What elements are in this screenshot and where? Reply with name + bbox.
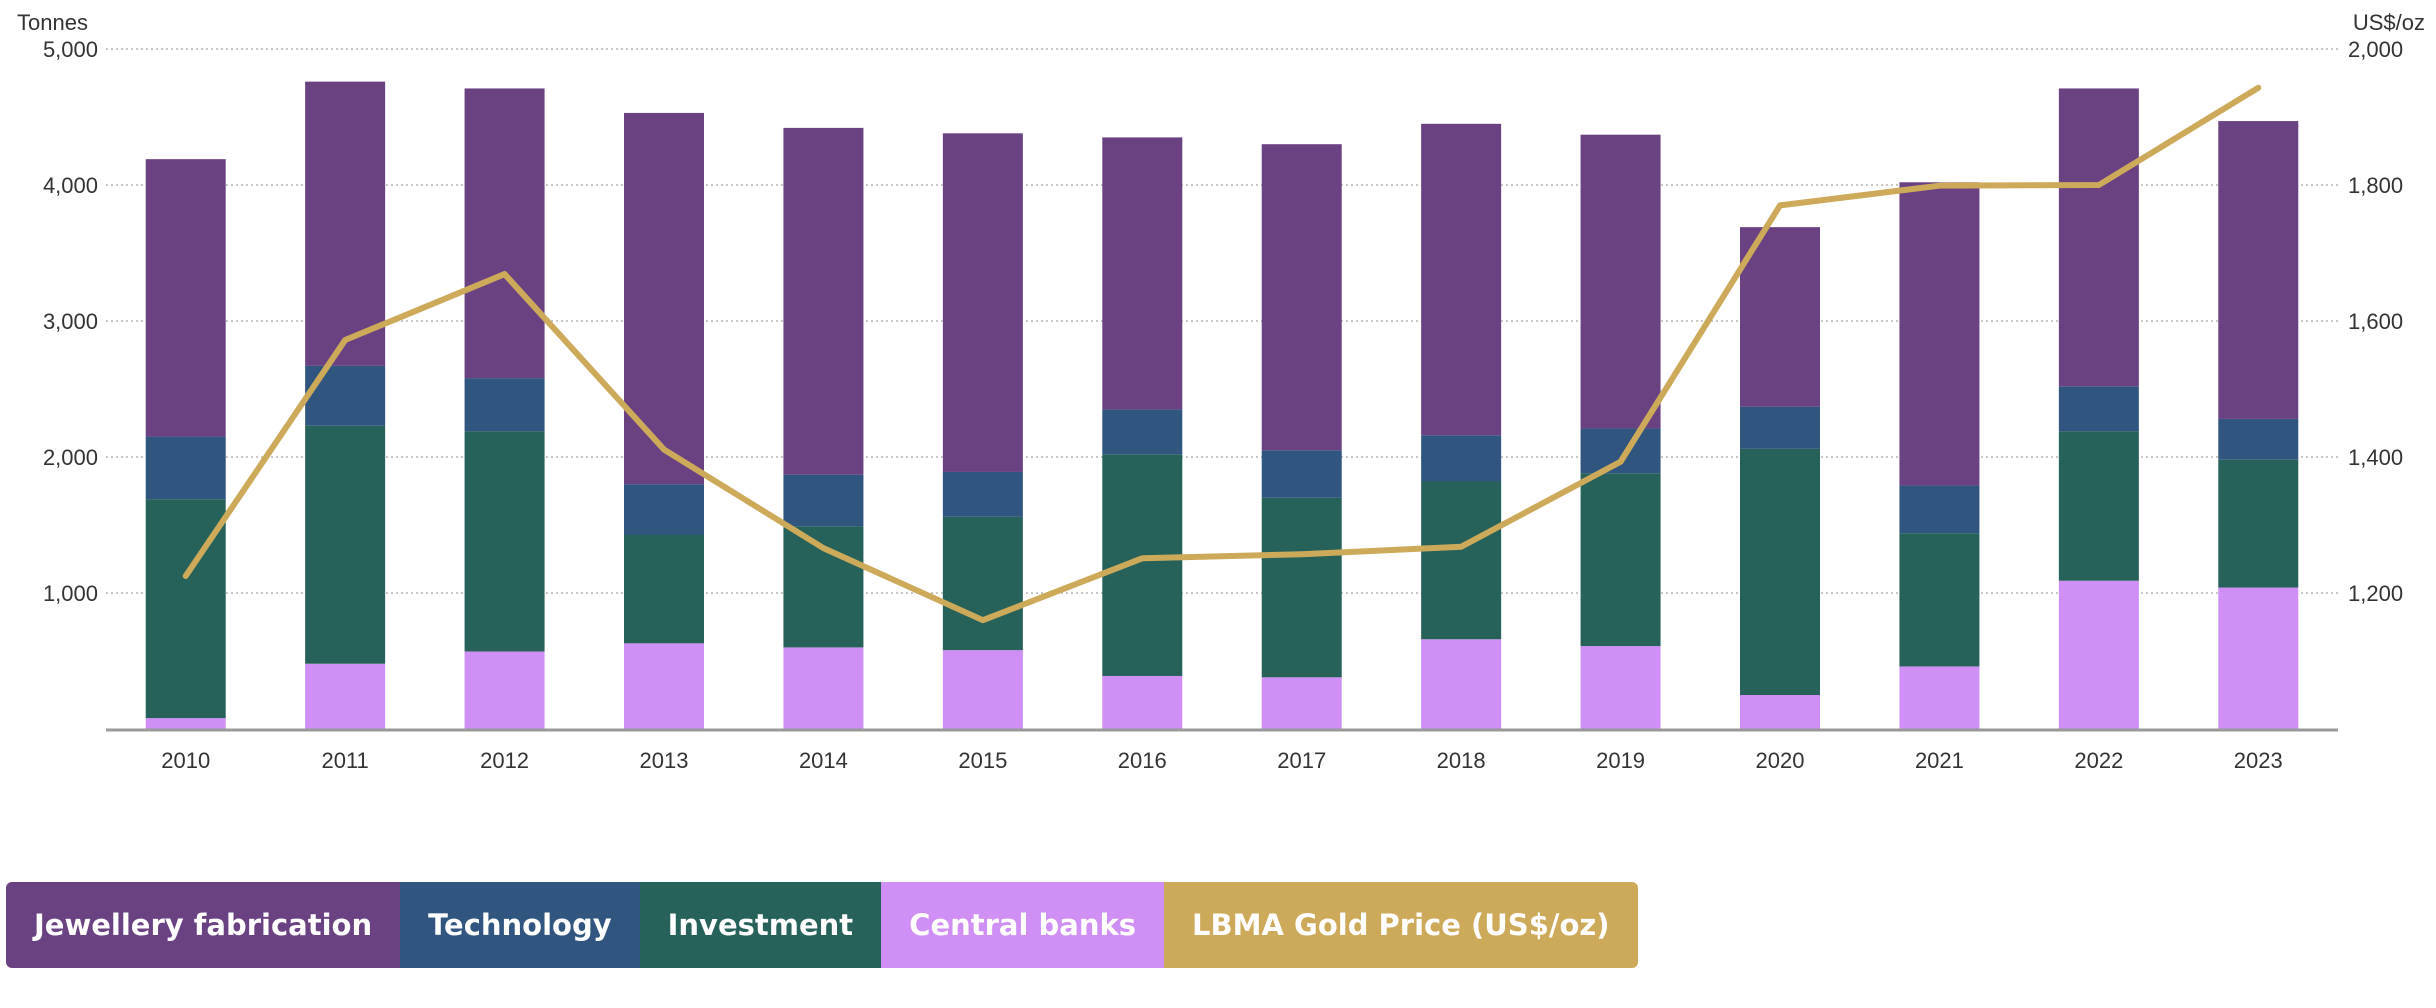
- bar-jewellery-fabrication[interactable]: [464, 88, 545, 379]
- bar-investment[interactable]: [1740, 448, 1820, 695]
- y-tick-label-right: 1,200: [2348, 581, 2403, 606]
- x-tick-label: 2013: [640, 748, 689, 773]
- bar-jewellery-fabrication[interactable]: [1899, 182, 1980, 486]
- legend-item-jewellery[interactable]: Jewellery fabrication: [6, 882, 401, 968]
- legend: Jewellery fabrication Technology Investm…: [6, 882, 1638, 968]
- bar-central-banks[interactable]: [1421, 639, 1502, 729]
- x-tick-label: 2012: [480, 748, 529, 773]
- bar-technology[interactable]: [624, 484, 704, 535]
- bar-jewellery-fabrication[interactable]: [1102, 137, 1183, 410]
- price-line-layer: [182, 84, 2262, 624]
- x-tick-label: 2022: [2074, 748, 2123, 773]
- x-tick-label: 2023: [2234, 748, 2283, 773]
- bar-technology[interactable]: [1421, 435, 1502, 482]
- bar-jewellery-fabrication[interactable]: [1421, 123, 1502, 436]
- y-axis-left-label: Tonnes: [17, 10, 88, 35]
- bar-central-banks[interactable]: [2058, 580, 2139, 729]
- bar-investment[interactable]: [942, 516, 1023, 651]
- gridlines: [106, 48, 2338, 594]
- bar-jewellery-fabrication[interactable]: [783, 127, 864, 475]
- legend-item-central-banks[interactable]: Central banks: [881, 882, 1165, 968]
- bar-investment[interactable]: [464, 431, 545, 652]
- bar-jewellery-fabrication[interactable]: [942, 133, 1023, 472]
- bar-central-banks[interactable]: [783, 647, 864, 729]
- bar-jewellery-fabrication[interactable]: [1580, 134, 1661, 429]
- y-tick-label-left: 2,000: [43, 445, 98, 470]
- bar-central-banks[interactable]: [1740, 695, 1820, 729]
- y-tick-label-left: 3,000: [43, 309, 98, 334]
- bar-central-banks[interactable]: [1580, 646, 1661, 729]
- bar-jewellery-fabrication[interactable]: [2218, 121, 2299, 419]
- bar-investment[interactable]: [1102, 454, 1183, 676]
- x-tick-label: 2016: [1118, 748, 1167, 773]
- bar-investment[interactable]: [783, 526, 864, 648]
- gold-demand-chart: 1,000 2,000 3,000 4,000 5,000 1,200 1,400 1,600…: [17, 10, 2425, 773]
- bar-central-banks[interactable]: [145, 718, 226, 729]
- x-tick-label: 2011: [321, 748, 368, 773]
- x-tick-label: 2015: [958, 748, 1007, 773]
- bar-central-banks[interactable]: [464, 651, 545, 729]
- x-tick-label: 2018: [1437, 748, 1486, 773]
- y-tick-label-left: 1,000: [43, 581, 98, 606]
- x-tick-label: 2014: [799, 748, 848, 773]
- bar-jewellery-fabrication[interactable]: [1261, 144, 1342, 451]
- bar-investment[interactable]: [305, 425, 386, 664]
- bar-central-banks[interactable]: [1899, 666, 1980, 729]
- bar-technology[interactable]: [305, 365, 386, 426]
- bar-technology[interactable]: [1740, 406, 1820, 449]
- bar-technology[interactable]: [145, 436, 226, 500]
- legend-item-technology[interactable]: Technology: [400, 882, 640, 968]
- x-tick-label: 2019: [1596, 748, 1645, 773]
- x-tick-label: 2010: [161, 748, 210, 773]
- bar-investment[interactable]: [2218, 459, 2299, 588]
- x-tick-label: 2021: [1915, 748, 1964, 773]
- bar-central-banks[interactable]: [1102, 675, 1183, 729]
- bar-technology[interactable]: [1261, 450, 1342, 498]
- bar-investment[interactable]: [2058, 431, 2139, 581]
- bar-technology[interactable]: [783, 474, 864, 527]
- legend-item-investment[interactable]: Investment: [639, 882, 882, 968]
- bar-jewellery-fabrication[interactable]: [305, 81, 386, 366]
- bar-technology[interactable]: [2058, 386, 2139, 432]
- bar-investment[interactable]: [1580, 473, 1661, 647]
- bar-jewellery-fabrication[interactable]: [624, 112, 704, 485]
- x-tick-label: 2020: [1756, 748, 1805, 773]
- axes: 1,000 2,000 3,000 4,000 5,000 1,200 1,400 1,600…: [43, 37, 2403, 773]
- bar-investment[interactable]: [1421, 481, 1502, 640]
- bar-technology[interactable]: [464, 378, 545, 432]
- y-tick-label-left: 4,000: [43, 173, 98, 198]
- bar-central-banks[interactable]: [1261, 677, 1342, 729]
- bar-central-banks[interactable]: [305, 663, 386, 729]
- bar-central-banks[interactable]: [2218, 587, 2299, 729]
- bar-technology[interactable]: [2218, 418, 2299, 460]
- bar-investment[interactable]: [1261, 497, 1342, 678]
- bar-central-banks[interactable]: [942, 650, 1023, 729]
- y-tick-label-right: 2,000: [2348, 37, 2403, 62]
- bar-investment[interactable]: [624, 534, 704, 644]
- bar-jewellery-fabrication[interactable]: [1740, 227, 1820, 407]
- bar-technology[interactable]: [942, 471, 1023, 517]
- y-tick-label-left: 5,000: [43, 37, 98, 62]
- bar-investment[interactable]: [1899, 533, 1980, 667]
- legend-item-gold-price[interactable]: LBMA Gold Price (US$/oz): [1164, 882, 1638, 968]
- bar-central-banks[interactable]: [624, 643, 704, 729]
- bar-jewellery-fabrication[interactable]: [145, 159, 226, 437]
- x-tick-label: 2017: [1277, 748, 1326, 773]
- bars: [145, 81, 2299, 729]
- gold-price-line[interactable]: [182, 84, 2262, 624]
- bar-jewellery-fabrication[interactable]: [2058, 88, 2139, 387]
- bar-technology[interactable]: [1899, 485, 1980, 534]
- bar-technology[interactable]: [1102, 409, 1183, 455]
- y-tick-label-right: 1,600: [2348, 309, 2403, 334]
- y-axis-right-label: US$/oz: [2353, 10, 2425, 35]
- y-tick-label-right: 1,400: [2348, 445, 2403, 470]
- y-tick-label-right: 1,800: [2348, 173, 2403, 198]
- bar-technology[interactable]: [1580, 428, 1661, 474]
